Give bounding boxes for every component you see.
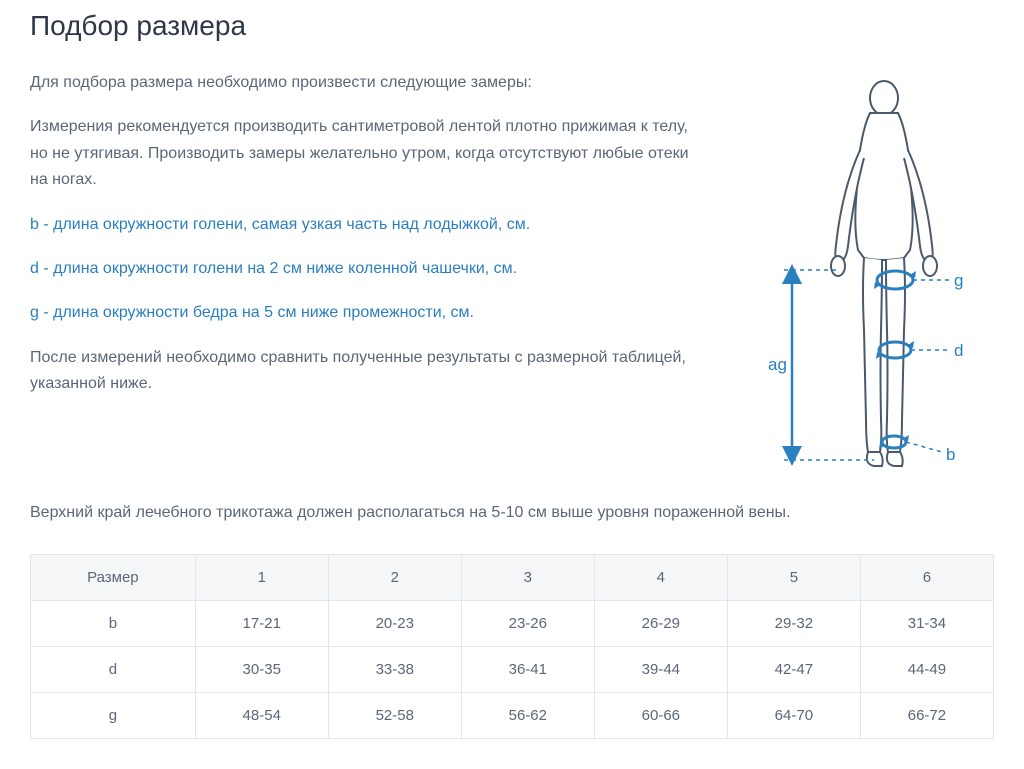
- measure-d-letter: d: [30, 260, 39, 277]
- measure-g-text: длина окружности бедра на 5 см ниже пром…: [53, 304, 474, 321]
- cell: 60-66: [594, 693, 727, 739]
- cell: 30-35: [195, 647, 328, 693]
- cell: 20-23: [328, 601, 461, 647]
- measure-g-letter: g: [30, 304, 39, 321]
- row-g-label: g: [31, 693, 196, 739]
- col-5: 5: [727, 555, 860, 601]
- top-section: Для подбора размера необходимо произвест…: [30, 70, 994, 480]
- table-row: b 17-21 20-23 23-26 26-29 29-32 31-34: [31, 601, 994, 647]
- body-diagram-svg: ag g d: [724, 80, 994, 480]
- cell: 64-70: [727, 693, 860, 739]
- ag-label: ag: [768, 355, 787, 374]
- measure-b-sep: -: [39, 216, 53, 233]
- col-1: 1: [195, 555, 328, 601]
- text-column: Для подбора размера необходимо произвест…: [30, 70, 694, 480]
- cell: 36-41: [461, 647, 594, 693]
- table-row: g 48-54 52-58 56-62 60-66 64-70 66-72: [31, 693, 994, 739]
- g-label: g: [954, 271, 963, 290]
- cell: 66-72: [860, 693, 993, 739]
- cell: 29-32: [727, 601, 860, 647]
- body-diagram: ag g d: [724, 70, 994, 480]
- measure-b-text: длина окружности голени, самая узкая час…: [53, 216, 530, 233]
- intro-text: Для подбора размера необходимо произвест…: [30, 70, 694, 96]
- size-table: Размер 1 2 3 4 5 6 b 17-21 20-23 23-26 2…: [30, 554, 994, 739]
- measure-g-sep: -: [39, 304, 53, 321]
- cell: 48-54: [195, 693, 328, 739]
- cell: 23-26: [461, 601, 594, 647]
- page-title: Подбор размера: [30, 10, 994, 42]
- table-row: d 30-35 33-38 36-41 39-44 42-47 44-49: [31, 647, 994, 693]
- col-6: 6: [860, 555, 993, 601]
- table-header-row: Размер 1 2 3 4 5 6: [31, 555, 994, 601]
- col-2: 2: [328, 555, 461, 601]
- cell: 17-21: [195, 601, 328, 647]
- advice-text: Измерения рекомендуется производить сант…: [30, 114, 694, 193]
- row-d-label: d: [31, 647, 196, 693]
- ag-measure: ag: [768, 270, 874, 460]
- cell: 44-49: [860, 647, 993, 693]
- col-3: 3: [461, 555, 594, 601]
- cell: 52-58: [328, 693, 461, 739]
- b-label: b: [946, 445, 955, 464]
- cell: 33-38: [328, 647, 461, 693]
- cell: 56-62: [461, 693, 594, 739]
- edge-note: Верхний край лечебного трикотажа должен …: [30, 500, 994, 526]
- header-label: Размер: [31, 555, 196, 601]
- measure-d-text: длина окружности голени на 2 см ниже кол…: [53, 260, 517, 277]
- col-4: 4: [594, 555, 727, 601]
- measure-g: g - длина окружности бедра на 5 см ниже …: [30, 300, 694, 326]
- row-b-label: b: [31, 601, 196, 647]
- cell: 31-34: [860, 601, 993, 647]
- cell: 39-44: [594, 647, 727, 693]
- measure-b: b - длина окружности голени, самая узкая…: [30, 212, 694, 238]
- measure-d: d - длина окружности голени на 2 см ниже…: [30, 256, 694, 282]
- cell: 26-29: [594, 601, 727, 647]
- d-label: d: [954, 341, 963, 360]
- after-text: После измерений необходимо сравнить полу…: [30, 345, 694, 398]
- cell: 42-47: [727, 647, 860, 693]
- measure-d-sep: -: [39, 260, 53, 277]
- measure-b-letter: b: [30, 216, 39, 233]
